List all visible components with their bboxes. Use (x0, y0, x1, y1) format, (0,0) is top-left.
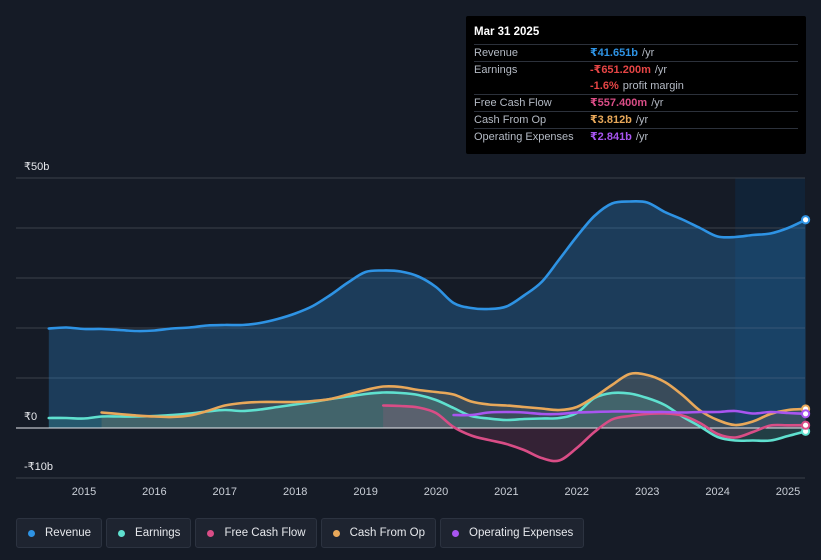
legend-label: Earnings (135, 527, 181, 539)
tooltip-unit: /yr (635, 114, 649, 126)
y-axis-ticks: ₹50b ₹0 -₹10b (24, 161, 53, 473)
legend-label: Free Cash Flow (224, 527, 306, 539)
tooltip-unit: /yr (635, 131, 649, 143)
x-tick-label: 2020 (424, 486, 448, 498)
free-cash-flow-endpoint (801, 420, 811, 430)
legend-item-earnings[interactable]: Earnings (106, 518, 192, 548)
tooltip-panel: Mar 31 2025 Revenue ₹41.651b /yr Earning… (466, 16, 806, 154)
tooltip-row-revenue: Revenue ₹41.651b /yr (474, 44, 798, 61)
tooltip-value: ₹3.812b (590, 114, 632, 126)
legend-item-operating-expenses[interactable]: Operating Expenses (440, 518, 585, 548)
x-tick-label: 2019 (353, 486, 377, 498)
legend-label: Operating Expenses (469, 527, 574, 539)
tooltip-unit: /yr (651, 97, 664, 109)
series-lines (47, 199, 807, 463)
tooltip-label: Revenue (474, 47, 519, 59)
operating-expenses-line (452, 409, 807, 417)
x-tick-label: 2025 (776, 486, 800, 498)
x-tick-label: 2017 (213, 486, 237, 498)
tooltip-row-free-cash-flow: Free Cash Flow ₹557.400m /yr (474, 94, 798, 111)
tooltip-value: ₹2.841b (590, 131, 632, 143)
legend-dot-icon (118, 529, 126, 537)
tooltip-unit: profit margin (622, 80, 684, 92)
revenue-area (48, 201, 806, 428)
tooltip-date: Mar 31 2025 (474, 26, 540, 38)
x-axis-ticks: 2015 2016 2017 2018 2019 2020 2021 2022 2023 2024… (72, 486, 800, 498)
tooltip-row-earnings: Earnings -₹651.200m /yr (474, 61, 798, 78)
x-tick-label: 2022 (565, 486, 589, 498)
tooltip-value: -1.6% (590, 80, 619, 92)
series-endpoints (801, 215, 811, 436)
cash-from-op-line (100, 371, 807, 427)
earnings-area (48, 392, 806, 441)
tooltip-unit: /yr (654, 64, 668, 76)
legend-item-cash-from-op[interactable]: Cash From Op (320, 518, 437, 548)
legend-label: Cash From Op (349, 527, 426, 539)
legend-dot-icon (332, 529, 340, 537)
tooltip-label: Free Cash Flow (474, 97, 552, 109)
revenue-line (47, 199, 807, 333)
x-tick-label: 2015 (72, 486, 96, 498)
x-tick-label: 2016 (142, 486, 166, 498)
y-tick-label: -₹10b (24, 461, 53, 473)
y-tick-label: ₹50b (24, 161, 49, 173)
tooltip-unit: /yr (642, 47, 655, 59)
legend-label: Revenue (45, 527, 92, 539)
legend: Revenue Earnings Free Cash Flow Cash Fro… (16, 518, 588, 548)
legend-dot-icon (28, 529, 35, 537)
tooltip-row-operating-expenses: Operating Expenses ₹2.841b /yr (474, 128, 798, 145)
gridlines (16, 177, 805, 479)
legend-item-free-cash-flow[interactable]: Free Cash Flow (195, 518, 317, 548)
tooltip-value: ₹557.400m (590, 97, 648, 109)
revenue-endpoint (801, 215, 811, 225)
tooltip-value: ₹41.651b (590, 47, 639, 59)
x-tick-label: 2023 (635, 486, 659, 498)
forecast-band (735, 178, 805, 428)
tooltip-label: Operating Expenses (474, 131, 574, 143)
cash-from-op-area (101, 373, 806, 428)
tooltip-row-cash-from-op: Cash From Op ₹3.812b /yr (474, 111, 798, 128)
y-tick-label: ₹0 (24, 411, 37, 423)
legend-dot-icon (452, 529, 460, 537)
legend-dot-icon (207, 529, 215, 537)
x-tick-label: 2024 (705, 486, 729, 498)
x-tick-label: 2018 (283, 486, 307, 498)
operating-expenses-endpoint (801, 409, 811, 419)
tooltip-value: -₹651.200m (590, 64, 651, 76)
free-cash-flow-line (381, 404, 807, 463)
tooltip-label: Cash From Op (474, 114, 547, 126)
tooltip-row-profit-margin: -1.6% profit margin (474, 78, 798, 94)
legend-item-revenue[interactable]: Revenue (16, 518, 103, 548)
tooltip-label: Earnings (474, 64, 518, 76)
x-tick-label: 2021 (494, 486, 518, 498)
